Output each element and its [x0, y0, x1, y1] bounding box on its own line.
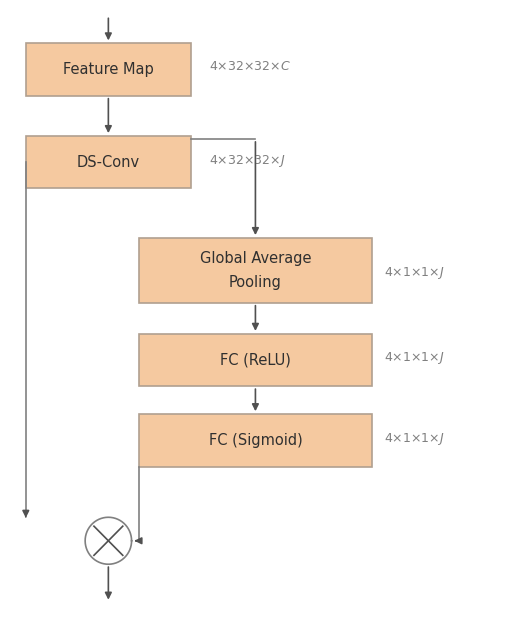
Text: 4×1×1×$J$: 4×1×1×$J$	[384, 431, 445, 447]
FancyBboxPatch shape	[139, 334, 372, 386]
FancyBboxPatch shape	[26, 43, 191, 96]
Text: 4×1×1×$J$: 4×1×1×$J$	[384, 265, 445, 281]
Text: Feature Map: Feature Map	[63, 62, 154, 77]
FancyBboxPatch shape	[139, 414, 372, 467]
FancyBboxPatch shape	[139, 238, 372, 303]
Text: FC (ReLU): FC (ReLU)	[220, 352, 291, 368]
Text: FC (Sigmoid): FC (Sigmoid)	[208, 433, 302, 448]
Text: DS-Conv: DS-Conv	[77, 154, 140, 170]
Text: Pooling: Pooling	[229, 275, 282, 290]
FancyBboxPatch shape	[26, 136, 191, 188]
Text: 4×32×32×$C$: 4×32×32×$C$	[209, 59, 291, 73]
Text: 4×1×1×$J$: 4×1×1×$J$	[384, 350, 445, 366]
Text: Global Average: Global Average	[200, 250, 311, 266]
Text: 4×32×32×$J$: 4×32×32×$J$	[209, 153, 285, 169]
